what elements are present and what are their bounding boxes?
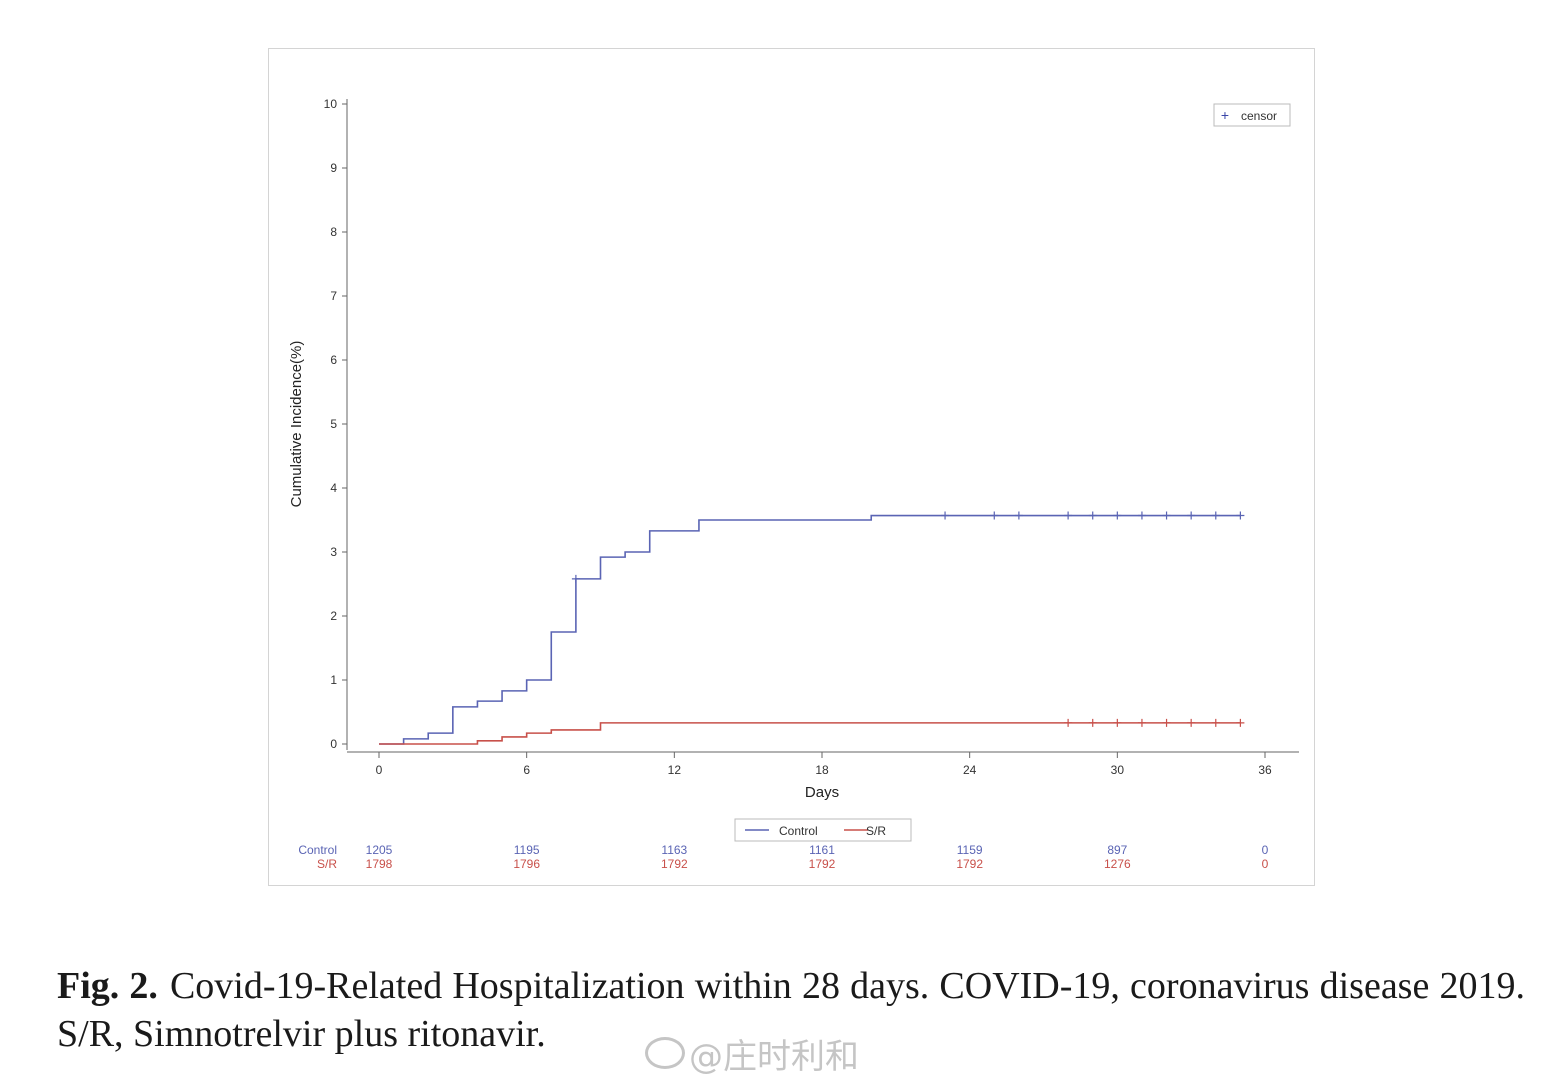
risk-value: 1792 xyxy=(661,857,688,871)
risk-value: 1796 xyxy=(513,857,540,871)
legends: + censor Control S/R xyxy=(734,103,1291,842)
y-tick-label: 1 xyxy=(330,673,337,687)
y-tick-label: 10 xyxy=(324,97,338,111)
y-tick-label: 2 xyxy=(330,609,337,623)
weibo-icon xyxy=(645,1037,685,1069)
x-tick-label: 12 xyxy=(668,763,682,777)
risk-value: 1276 xyxy=(1104,857,1131,871)
series-line-control xyxy=(379,514,1241,745)
x-axis-title: Days xyxy=(805,784,839,801)
y-tick-label: 5 xyxy=(330,417,337,431)
series-legend-box xyxy=(734,818,912,842)
censor-mark xyxy=(1187,718,1196,727)
censor-mark xyxy=(1162,718,1171,727)
y-tick-label: 9 xyxy=(330,161,337,175)
censor-mark xyxy=(1187,511,1196,520)
risk-value: 1195 xyxy=(514,843,540,857)
y-tick-label: 4 xyxy=(330,481,337,495)
x-tick-label: 6 xyxy=(523,763,530,777)
x-tick-label: 36 xyxy=(1258,763,1272,777)
y-axis-title: Cumulative Incidence(%) xyxy=(288,341,305,508)
x-tick-label: 24 xyxy=(963,763,977,777)
x-tick-label: 30 xyxy=(1111,763,1125,777)
risk-value: 1792 xyxy=(809,857,836,871)
censor-legend-box xyxy=(1213,103,1291,127)
censor-mark xyxy=(1113,718,1122,727)
figure-caption: Fig. 2. Covid-19-Related Hospitalization … xyxy=(57,962,1525,1058)
watermark: @庄时利和 xyxy=(645,1030,859,1077)
censor-marks xyxy=(571,511,1245,727)
censor-mark xyxy=(1137,718,1146,727)
censor-mark xyxy=(1014,511,1023,520)
risk-row-label: Control xyxy=(298,843,337,857)
censor-mark xyxy=(1064,718,1073,727)
censor-mark xyxy=(1162,511,1171,520)
risk-value: 1792 xyxy=(956,857,983,871)
censor-legend-symbol: + xyxy=(1221,107,1229,123)
censor-mark xyxy=(1088,511,1097,520)
series-legend-label: Control xyxy=(779,824,818,838)
risk-value: 897 xyxy=(1107,843,1127,857)
risk-value: 1159 xyxy=(957,843,983,857)
censor-legend-label: censor xyxy=(1241,109,1277,123)
censor-mark xyxy=(1064,511,1073,520)
censor-mark xyxy=(941,511,950,520)
censor-mark xyxy=(1236,511,1245,520)
caption-label: Fig. 2. xyxy=(57,965,158,1007)
y-tick-label: 3 xyxy=(330,545,337,559)
censor-mark xyxy=(571,574,580,583)
x-tick-label: 0 xyxy=(376,763,383,777)
series-legend-label: S/R xyxy=(866,824,886,838)
caption-text: Covid-19-Related Hospitalization within … xyxy=(57,965,1525,1055)
series-lines xyxy=(379,514,1241,745)
censor-mark xyxy=(1088,718,1097,727)
censor-mark xyxy=(1113,511,1122,520)
y-tick-label: 8 xyxy=(330,225,337,239)
y-tick-label: 6 xyxy=(330,353,337,367)
risk-value: 1798 xyxy=(366,857,393,871)
series-line-sr xyxy=(379,722,1241,745)
censor-mark xyxy=(1236,718,1245,727)
figure-panel: 0 1 2 3 4 5 6 7 8 9 10 0 6 12 18 24 30 36 Days Cumulative I… xyxy=(268,48,1315,886)
risk-value: 0 xyxy=(1262,857,1269,871)
censor-mark xyxy=(990,511,999,520)
censor-mark xyxy=(1211,511,1220,520)
y-tick-label: 0 xyxy=(330,737,337,751)
risk-row-label: S/R xyxy=(317,857,337,871)
x-tick-label: 18 xyxy=(815,763,829,777)
y-tick-label: 7 xyxy=(330,289,337,303)
risk-table: Control 1205 1195 1163 1161 1159 897 0 S/R 1798 17… xyxy=(298,843,1268,871)
watermark-text: @庄时利和 xyxy=(689,1036,859,1077)
risk-value: 1205 xyxy=(366,843,393,857)
risk-value: 1163 xyxy=(661,843,687,857)
risk-value: 1161 xyxy=(809,843,835,857)
risk-value: 0 xyxy=(1262,843,1269,857)
censor-mark xyxy=(1211,718,1220,727)
censor-mark xyxy=(1137,511,1146,520)
